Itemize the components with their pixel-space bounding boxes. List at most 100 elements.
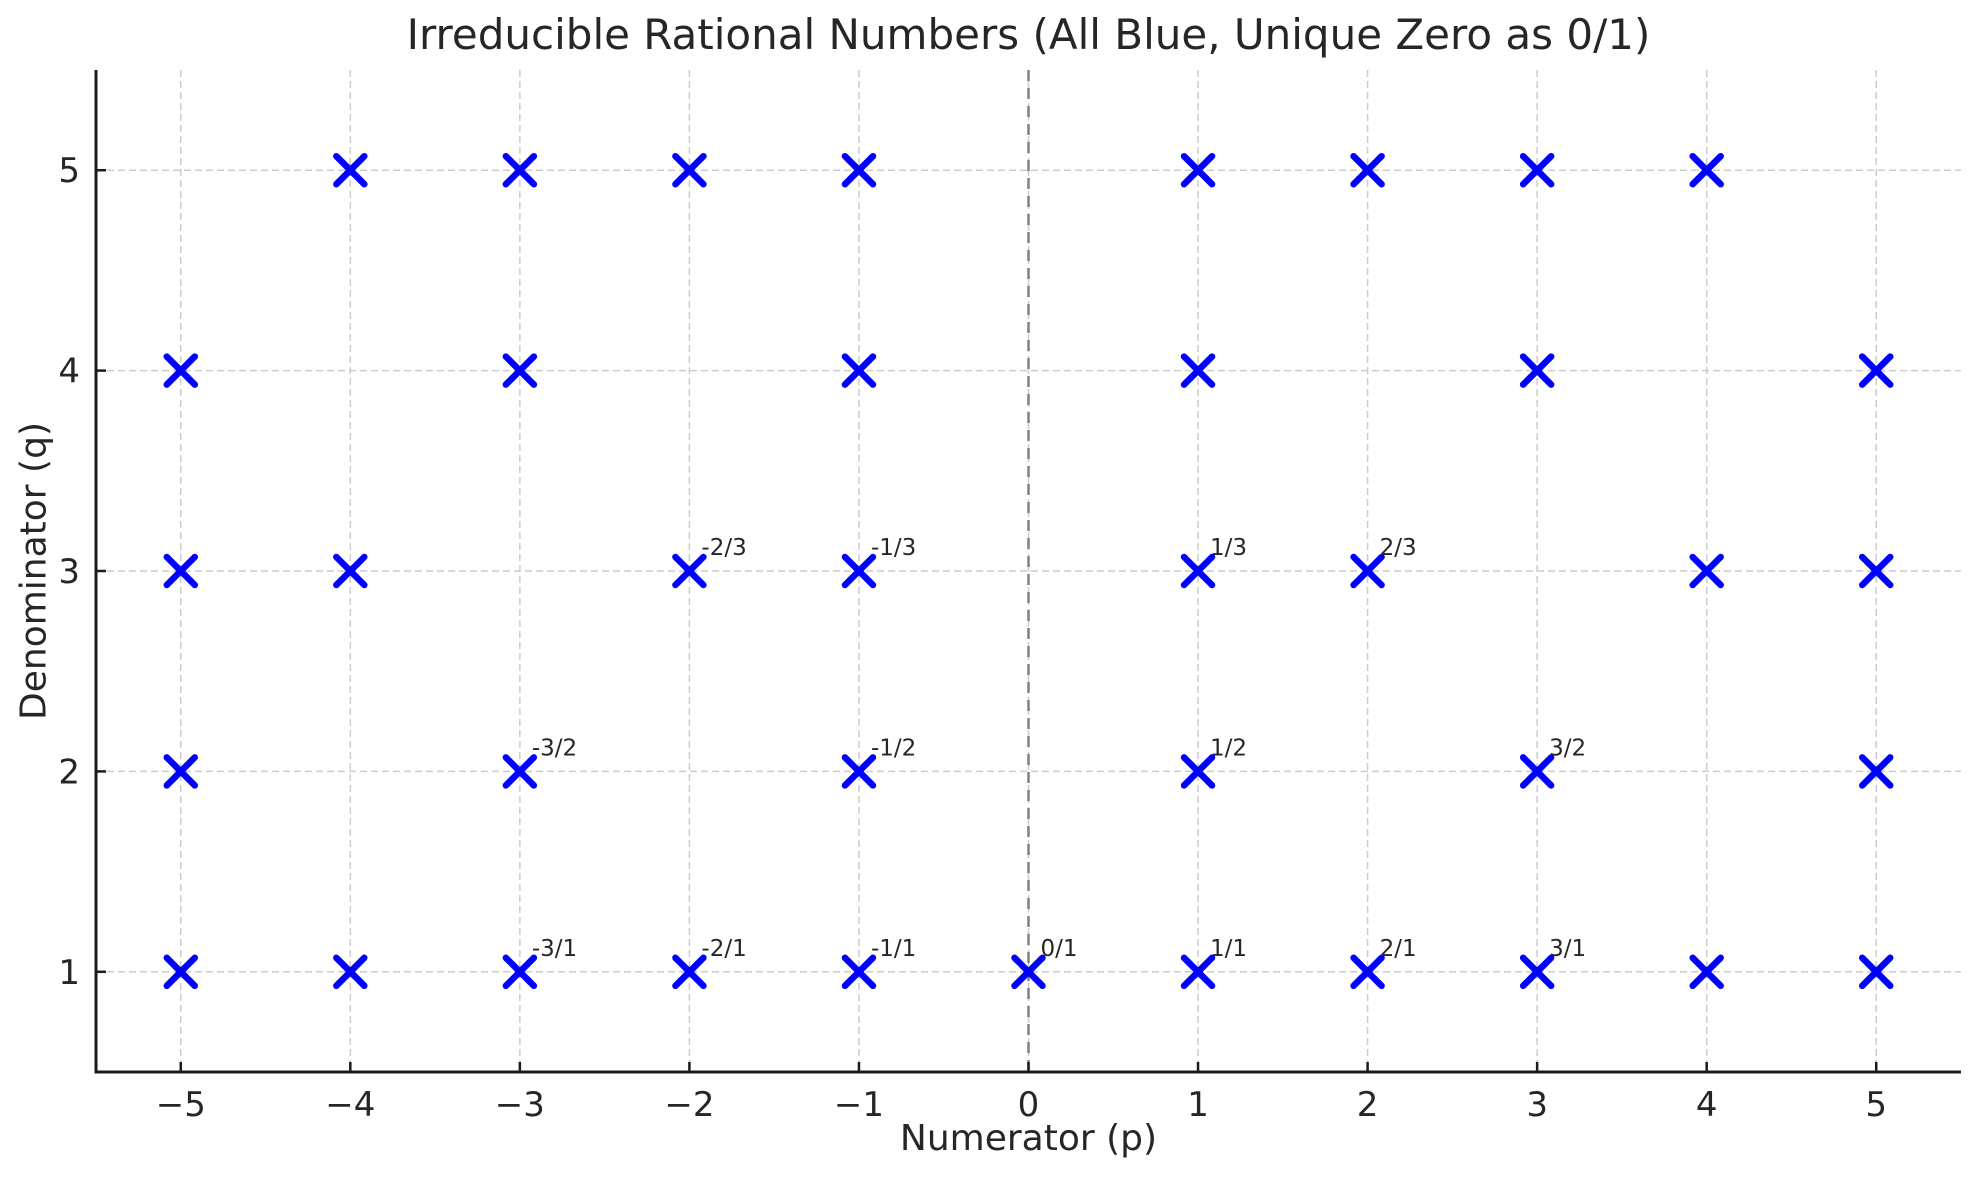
x-axis-label: Numerator (p) xyxy=(899,1118,1158,1159)
marker-stroke xyxy=(841,553,877,589)
chart-title: Irreducible Rational Numbers (All Blue, … xyxy=(406,10,1651,59)
point-label: 3/2 xyxy=(1549,735,1586,761)
x-marker xyxy=(672,553,707,589)
x-marker xyxy=(841,353,877,388)
x-tick-label: 3 xyxy=(1526,1085,1548,1125)
marker-stroke xyxy=(672,553,707,589)
marker-stroke xyxy=(163,754,199,789)
x-marker xyxy=(163,353,199,388)
x-tick-label: 0 xyxy=(1018,1085,1040,1125)
marker-stroke xyxy=(1350,553,1385,589)
x-marker xyxy=(1180,353,1216,388)
x-marker xyxy=(1858,353,1894,388)
marker-stroke xyxy=(1858,553,1894,589)
point-label: 2/1 xyxy=(1380,936,1417,962)
x-marker xyxy=(1011,954,1046,990)
marker-stroke xyxy=(1350,152,1385,188)
x-tick-label: 2 xyxy=(1357,1085,1379,1125)
point-label: -2/3 xyxy=(701,535,746,561)
marker-stroke xyxy=(1858,754,1894,789)
marker-stroke xyxy=(672,152,707,188)
marker-stroke xyxy=(1689,152,1724,188)
x-marker xyxy=(1689,954,1724,990)
x-marker xyxy=(841,754,877,789)
marker-stroke xyxy=(1689,954,1724,990)
x-marker xyxy=(1180,754,1216,789)
x-marker xyxy=(841,553,877,589)
x-marker xyxy=(1350,152,1385,188)
point-label: -1/1 xyxy=(871,936,916,962)
x-marker xyxy=(841,954,877,990)
marker-stroke xyxy=(1180,954,1216,990)
marker-stroke xyxy=(1180,754,1216,789)
marker-stroke xyxy=(1519,152,1555,188)
marker-stroke xyxy=(1858,353,1894,388)
point-label: 1/1 xyxy=(1210,936,1247,962)
marker-stroke xyxy=(1519,754,1555,789)
marker-stroke xyxy=(841,754,877,789)
marker-stroke xyxy=(502,152,538,188)
marker-stroke xyxy=(163,553,199,589)
marker-stroke xyxy=(841,152,877,188)
marker-stroke xyxy=(1689,553,1724,589)
x-tick-label: −1 xyxy=(834,1085,884,1125)
x-marker xyxy=(1858,954,1894,990)
x-marker xyxy=(163,553,199,589)
y-tick-label: 2 xyxy=(58,752,80,792)
marker-stroke xyxy=(1011,954,1046,990)
point-label: 1/2 xyxy=(1210,735,1247,761)
y-tick-label: 1 xyxy=(58,953,80,993)
point-label: -1/3 xyxy=(871,535,916,561)
marker-stroke xyxy=(1519,954,1555,990)
x-marker xyxy=(1350,954,1385,990)
x-marker xyxy=(1350,553,1385,589)
marker-stroke xyxy=(502,353,538,388)
marker-stroke xyxy=(1180,152,1216,188)
x-tick-label: −4 xyxy=(325,1085,375,1125)
marker-stroke xyxy=(333,152,368,188)
x-marker xyxy=(502,954,538,990)
x-marker xyxy=(841,152,877,188)
x-marker xyxy=(1858,553,1894,589)
x-marker xyxy=(1519,754,1555,789)
point-label: -3/1 xyxy=(532,936,577,962)
x-tick-label: −3 xyxy=(495,1085,545,1125)
marker-stroke xyxy=(163,353,199,388)
marker-stroke xyxy=(333,954,368,990)
point-label: -2/1 xyxy=(701,936,746,962)
x-marker xyxy=(502,754,538,789)
x-marker xyxy=(1519,954,1555,990)
marker-stroke xyxy=(672,954,707,990)
marker-stroke xyxy=(1858,954,1894,990)
y-tick-label: 4 xyxy=(58,352,80,392)
marker-stroke xyxy=(1519,353,1555,388)
marker-stroke xyxy=(502,754,538,789)
marker-stroke xyxy=(841,954,877,990)
x-marker xyxy=(1519,152,1555,188)
x-marker xyxy=(672,152,707,188)
marker-stroke xyxy=(333,553,368,589)
point-label: 0/1 xyxy=(1041,936,1078,962)
x-marker xyxy=(1180,152,1216,188)
x-marker xyxy=(1180,553,1216,589)
marker-stroke xyxy=(1180,353,1216,388)
x-marker xyxy=(502,152,538,188)
x-marker xyxy=(1180,954,1216,990)
point-label: -3/2 xyxy=(532,735,577,761)
point-label: -1/2 xyxy=(871,735,916,761)
x-marker xyxy=(672,954,707,990)
x-marker xyxy=(502,353,538,388)
x-marker xyxy=(1858,754,1894,789)
point-label: 1/3 xyxy=(1210,535,1247,561)
marker-stroke xyxy=(1350,954,1385,990)
x-tick-label: −5 xyxy=(156,1085,206,1125)
x-marker xyxy=(333,553,368,589)
x-marker xyxy=(163,754,199,789)
x-marker xyxy=(333,152,368,188)
marker-stroke xyxy=(502,954,538,990)
x-tick-label: 4 xyxy=(1696,1085,1718,1125)
y-tick-label: 3 xyxy=(58,552,80,592)
x-marker xyxy=(1689,152,1724,188)
